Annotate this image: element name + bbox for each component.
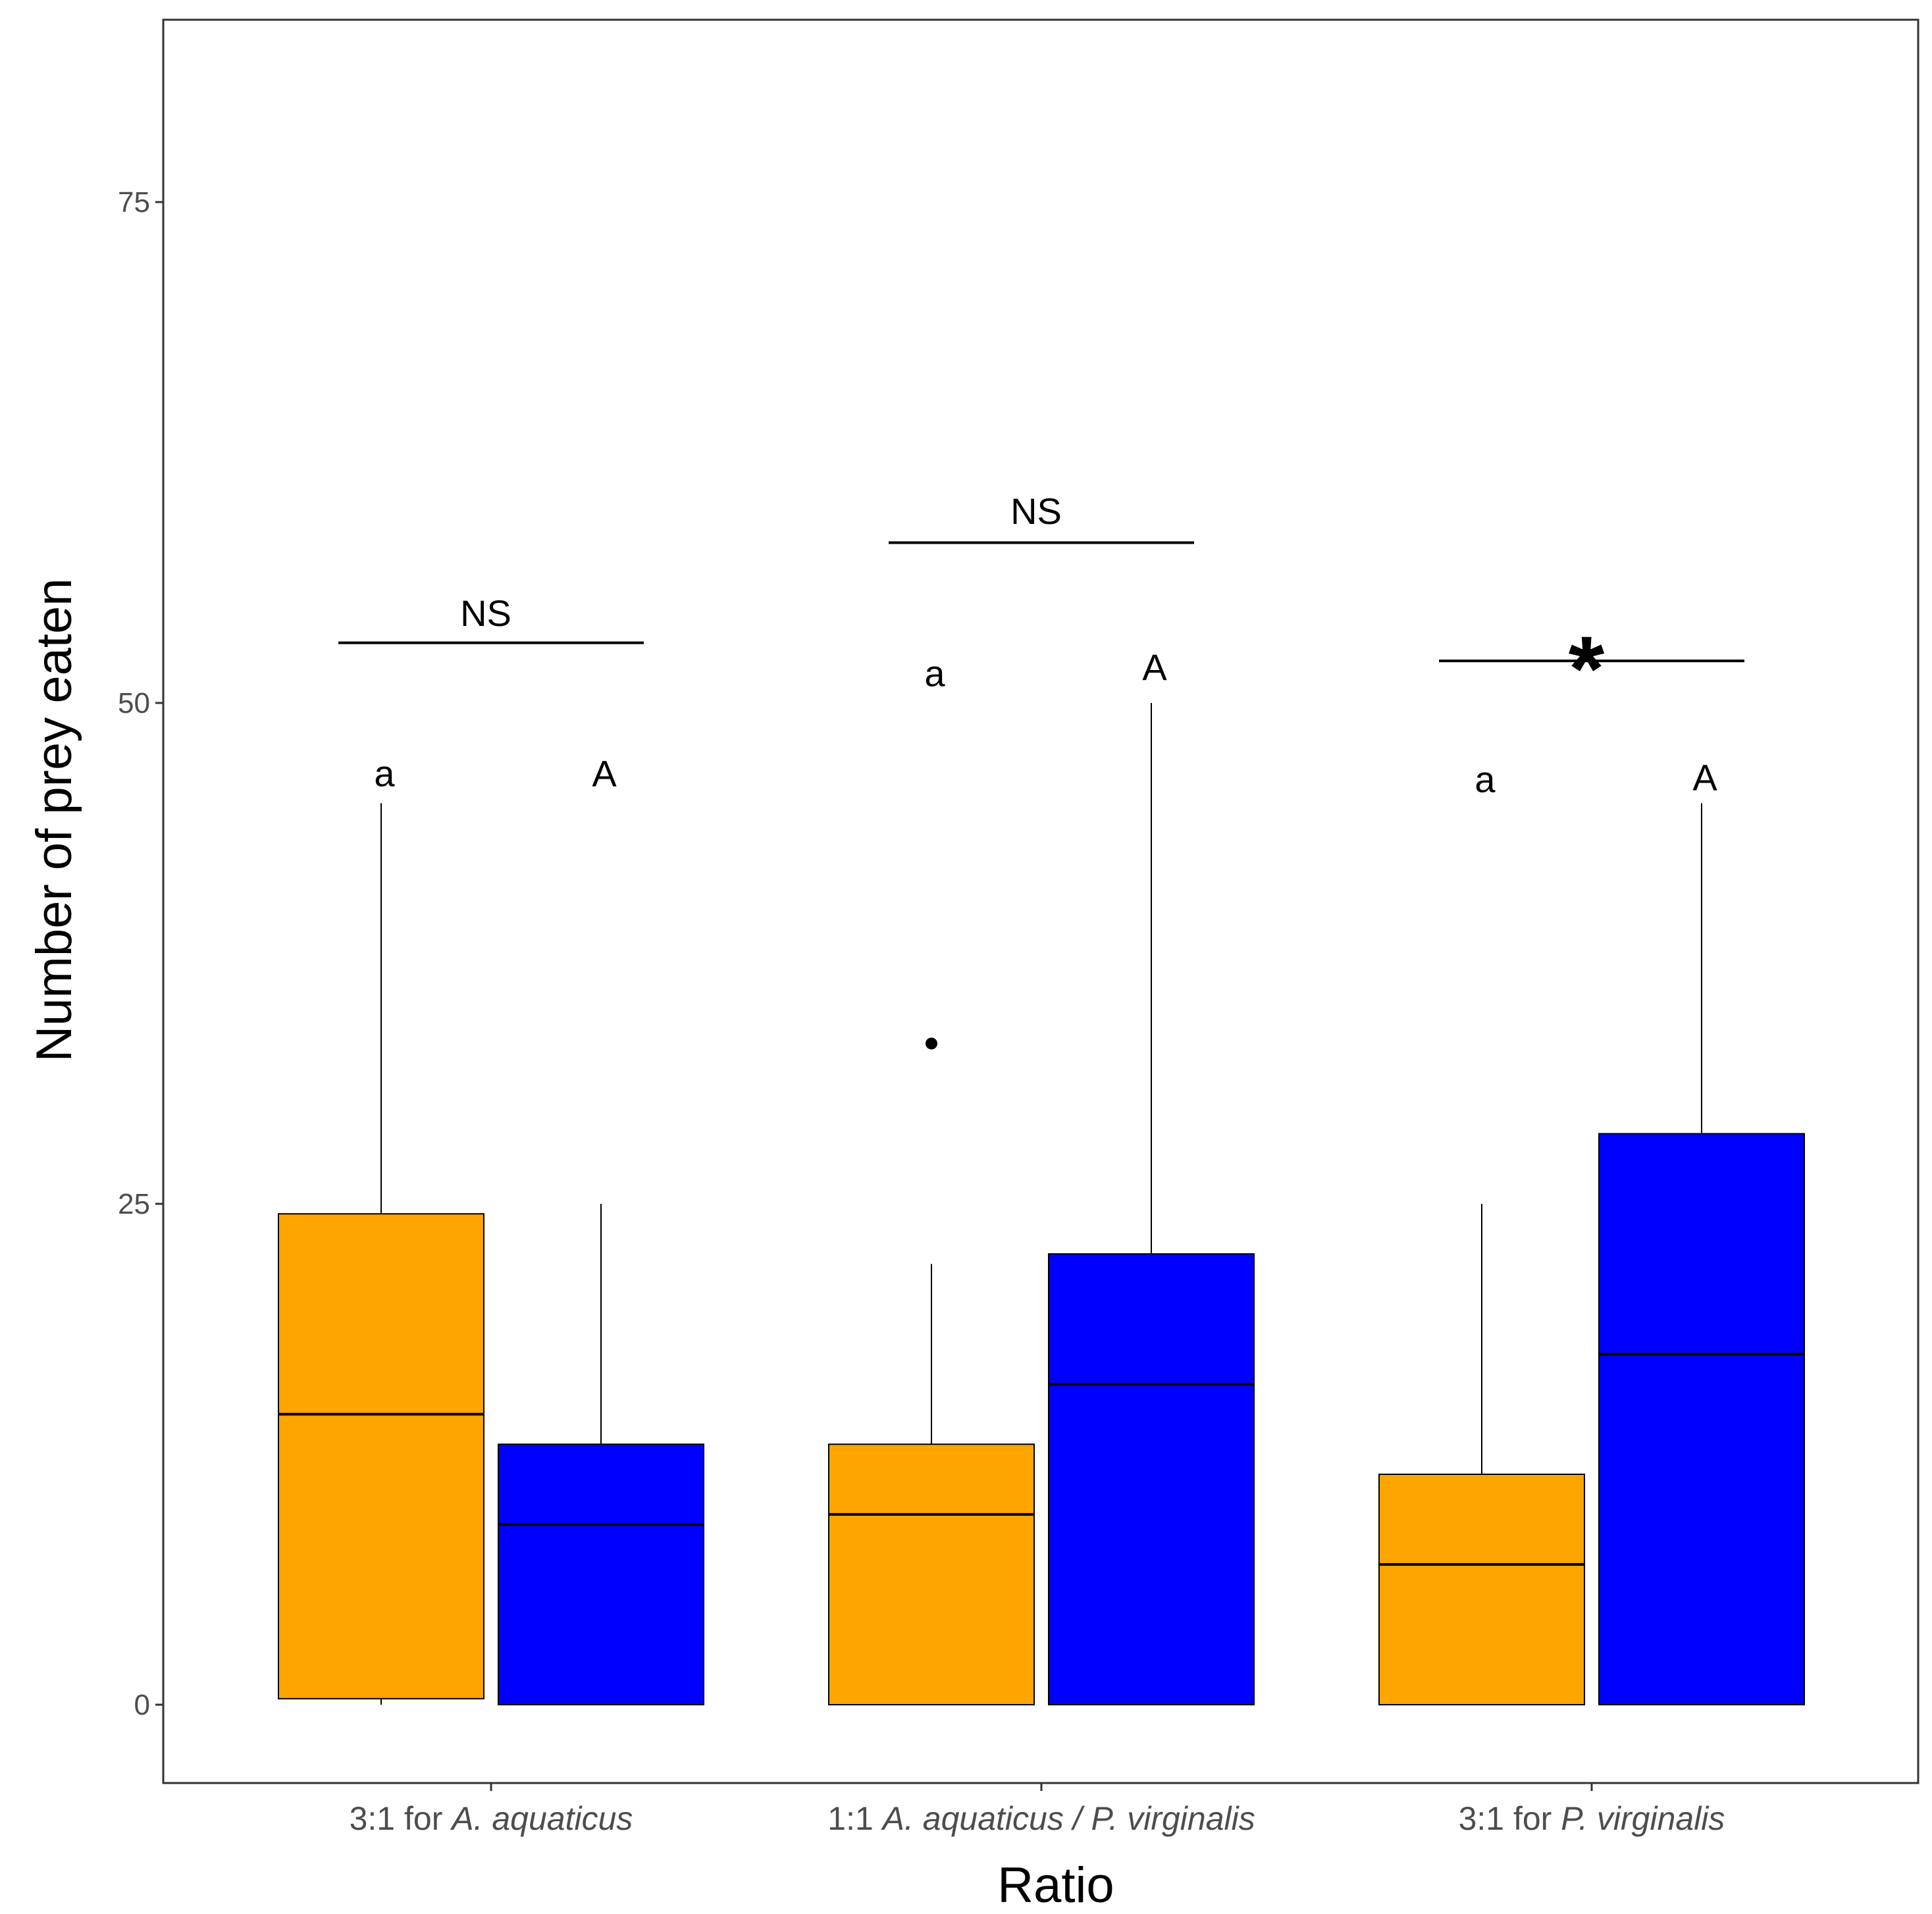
series-blue-box: A xyxy=(1048,646,1255,1705)
y-tick-label: 75 xyxy=(118,186,150,219)
series-blue-box: A xyxy=(1598,757,1805,1705)
series-orange-box: a xyxy=(828,652,1035,1706)
group-letter: a xyxy=(374,753,395,794)
annotations: NS NS * xyxy=(338,490,1744,720)
group-letter: A xyxy=(592,753,617,794)
box-iqr xyxy=(828,1443,1035,1706)
box-iqr xyxy=(1598,1133,1805,1705)
group-letter: a xyxy=(924,652,945,694)
y-tick-label: 25 xyxy=(118,1188,150,1220)
outlier-point xyxy=(926,1037,937,1050)
y-axis: 0 25 50 75 xyxy=(118,186,163,1721)
boxes: a a a A A A xyxy=(278,646,1805,1706)
comparison-label: NS xyxy=(460,592,511,634)
box-iqr xyxy=(498,1443,704,1706)
x-axis: 3:1 for A. aquaticus 1:1 A. aquaticus / P… xyxy=(350,1783,1725,1837)
x-tick-label: 1:1 A. aquaticus / P. virginalis xyxy=(827,1800,1255,1837)
x-axis-title: Ratio xyxy=(997,1857,1114,1913)
y-axis-title: Number of prey eaten xyxy=(26,578,82,1062)
comparison-label: NS xyxy=(1010,490,1062,532)
series-blue-box: A xyxy=(498,753,704,1706)
x-tick-label: 3:1 for P. virginalis xyxy=(1459,1800,1725,1837)
series-orange-box: a xyxy=(278,753,484,1705)
box-iqr xyxy=(1378,1473,1585,1705)
series-orange-box: a xyxy=(1378,759,1585,1705)
group-letter: a xyxy=(1475,759,1496,800)
comparison-label: * xyxy=(1569,617,1605,720)
group-letter: A xyxy=(1142,646,1167,688)
y-tick-label: 0 xyxy=(134,1689,150,1721)
group-letter: A xyxy=(1692,757,1717,798)
x-tick-label: 3:1 for A. aquaticus xyxy=(350,1800,633,1837)
y-tick-label: 50 xyxy=(118,687,150,719)
box-iqr xyxy=(1048,1253,1255,1705)
box-iqr xyxy=(278,1213,484,1699)
